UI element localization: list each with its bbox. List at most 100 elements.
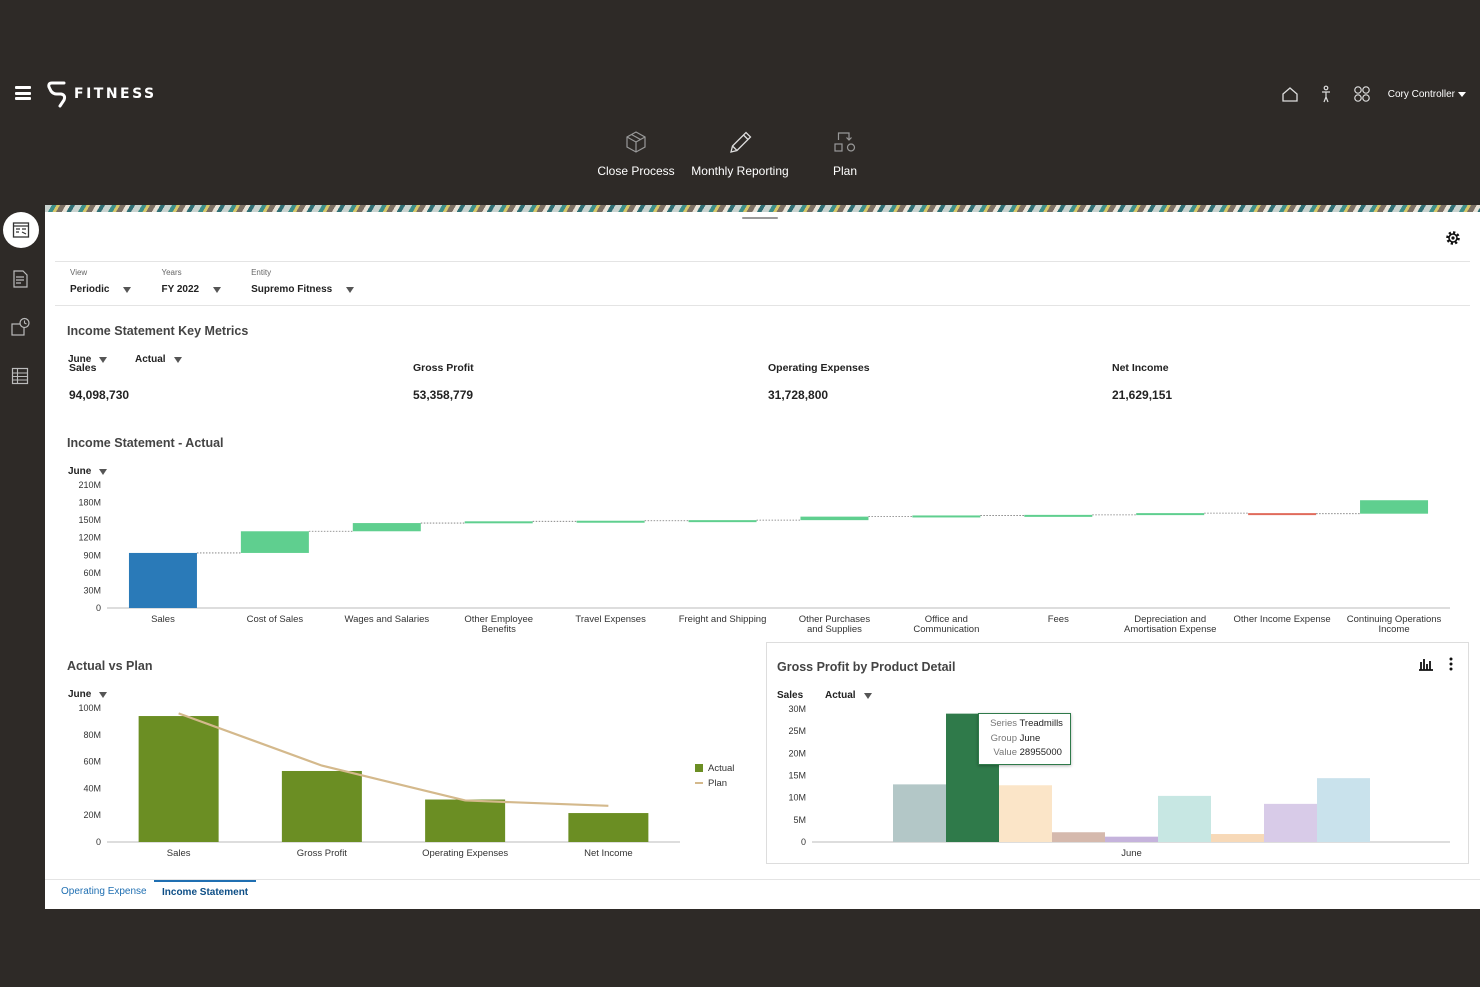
waterfall-bar[interactable]	[128, 552, 197, 608]
product-bar[interactable]	[1158, 795, 1211, 842]
product-bar[interactable]	[1052, 832, 1105, 842]
x-category-label: Gross Profit	[297, 848, 348, 859]
waterfall-bar[interactable]	[240, 531, 309, 553]
x-category-label: June	[1121, 848, 1142, 859]
home-icon[interactable]	[1280, 84, 1300, 104]
nav-card-monthly-reporting[interactable]: Monthly Reporting	[680, 130, 800, 178]
tab-operating-expense[interactable]: Operating Expense	[61, 886, 147, 897]
selector-value: June	[68, 689, 92, 700]
y-tick-label: 25M	[788, 726, 806, 736]
scenario-selector[interactable]: Actual	[135, 354, 182, 365]
product-bar[interactable]	[1105, 836, 1158, 842]
filter-label: Entity	[251, 268, 272, 277]
y-tick-label: 180M	[78, 498, 101, 508]
report-icon[interactable]	[8, 267, 32, 291]
schedule-icon[interactable]	[8, 315, 32, 339]
metric-value: 31,728,800	[768, 388, 829, 402]
tooltip-value: June	[1019, 732, 1041, 744]
table-icon[interactable]	[8, 364, 32, 388]
x-category-label: Other Employee Benefits	[464, 614, 533, 635]
legend-swatch	[695, 764, 703, 772]
actual-bar[interactable]	[281, 770, 362, 842]
filter-bar: View Periodic Years FY 2022 Entity Supre…	[70, 268, 355, 295]
drag-handle[interactable]	[742, 217, 778, 219]
legend-label: Plan	[708, 778, 727, 789]
years-filter[interactable]: Years FY 2022	[161, 268, 222, 295]
waterfall-bar[interactable]	[688, 520, 757, 523]
waterfall-bar[interactable]	[464, 521, 533, 524]
filter-value: Supremo Fitness	[251, 284, 333, 295]
product-bar[interactable]	[1317, 778, 1370, 842]
more-options-icon[interactable]	[1448, 657, 1454, 676]
scenario-selector[interactable]: Actual	[825, 690, 872, 701]
filter-label: Years	[161, 268, 182, 277]
filter-label: View	[70, 268, 88, 277]
nav-card-label: Close Process	[597, 164, 675, 178]
nav-card-close-process[interactable]: Close Process	[592, 130, 680, 178]
logo-s-icon	[47, 81, 67, 108]
period-selector[interactable]: June	[68, 466, 108, 477]
user-menu[interactable]: Cory Controller	[1388, 89, 1466, 100]
view-filter[interactable]: View Periodic	[70, 268, 132, 295]
left-rail	[0, 212, 45, 909]
y-tick-label: 60M	[83, 568, 101, 578]
pencil-icon	[727, 130, 753, 164]
period-selector[interactable]: June	[68, 354, 108, 365]
actual-vs-plan-chart: 100M 80M 60M 40M 20M 0 Sales Gross Profit Operat…	[78, 703, 734, 859]
y-tick-label: 60M	[83, 757, 101, 767]
actual-bar[interactable]	[568, 813, 649, 842]
y-tick-label: 5M	[793, 815, 806, 825]
period-selector[interactable]: June	[68, 689, 108, 700]
account-value: Sales	[777, 690, 804, 701]
logo[interactable]: FITNESS	[46, 80, 157, 108]
dashboard-icon[interactable]	[3, 212, 39, 248]
waterfall-bar[interactable]	[1248, 513, 1317, 516]
waterfall-bar[interactable]	[1136, 513, 1205, 516]
hamburger-menu-icon[interactable]	[15, 86, 31, 100]
apps-grid-icon[interactable]	[1352, 84, 1372, 104]
waterfall-bar[interactable]	[352, 523, 421, 532]
waterfall-bar[interactable]	[1360, 500, 1429, 514]
x-category-label: Freight and Shipping	[679, 614, 767, 625]
metric-value: 21,629,151	[1112, 388, 1173, 402]
tooltip-key: Series	[990, 718, 1017, 729]
x-category-label: Net Income	[584, 848, 633, 859]
product-bar[interactable]	[1264, 803, 1317, 842]
metric-value: 53,358,779	[413, 388, 474, 402]
x-category-label: Other Purchases and Supplies	[799, 614, 871, 635]
waterfall-bar[interactable]	[800, 516, 869, 521]
product-bar[interactable]	[999, 785, 1052, 842]
bar-chart-icon[interactable]	[1418, 657, 1434, 676]
plan-line[interactable]	[178, 712, 609, 807]
y-tick-label: 150M	[78, 515, 101, 525]
chart-tooltip: Series Treadmills Group June Value 28955…	[978, 713, 1071, 765]
y-tick-label: 120M	[78, 533, 101, 543]
metric-label: Net Income	[1112, 362, 1169, 374]
waterfall-bar[interactable]	[576, 520, 645, 523]
chevron-down-icon	[863, 692, 872, 699]
x-category-label: Sales	[167, 848, 191, 859]
gross-profit-chart: 30M 25M 20M 15M 10M 5M 0 June	[788, 704, 1450, 859]
actual-bar[interactable]	[138, 716, 219, 842]
waterfall-bar[interactable]	[912, 515, 981, 518]
gear-icon[interactable]	[1444, 229, 1462, 252]
metric-label: Gross Profit	[413, 362, 474, 374]
product-bar[interactable]	[1211, 834, 1264, 842]
legend-label: Actual	[708, 763, 734, 774]
nav-card-plan[interactable]: Plan	[800, 130, 890, 178]
metric-operating-expenses: Operating Expenses 31,728,800	[768, 362, 870, 402]
x-category-label: Travel Expenses	[575, 614, 646, 625]
waterfall-bar[interactable]	[1024, 514, 1093, 517]
product-bar[interactable]	[893, 784, 946, 842]
entity-filter[interactable]: Entity Supremo Fitness	[251, 268, 355, 295]
user-name: Cory Controller	[1387, 88, 1455, 100]
x-category-label: Wages and Salaries	[344, 614, 429, 625]
tab-income-statement[interactable]: Income Statement	[154, 880, 257, 902]
top-bar: FITNESS Cory Controller Close Process Mo	[0, 0, 1480, 205]
tooltip-key: Group	[990, 732, 1017, 744]
actual-bar[interactable]	[425, 799, 506, 842]
chevron-down-icon	[1458, 91, 1466, 97]
chevron-down-icon	[99, 468, 108, 475]
accessibility-icon[interactable]	[1316, 84, 1336, 104]
metric-net-income: Net Income 21,629,151	[1112, 362, 1172, 402]
